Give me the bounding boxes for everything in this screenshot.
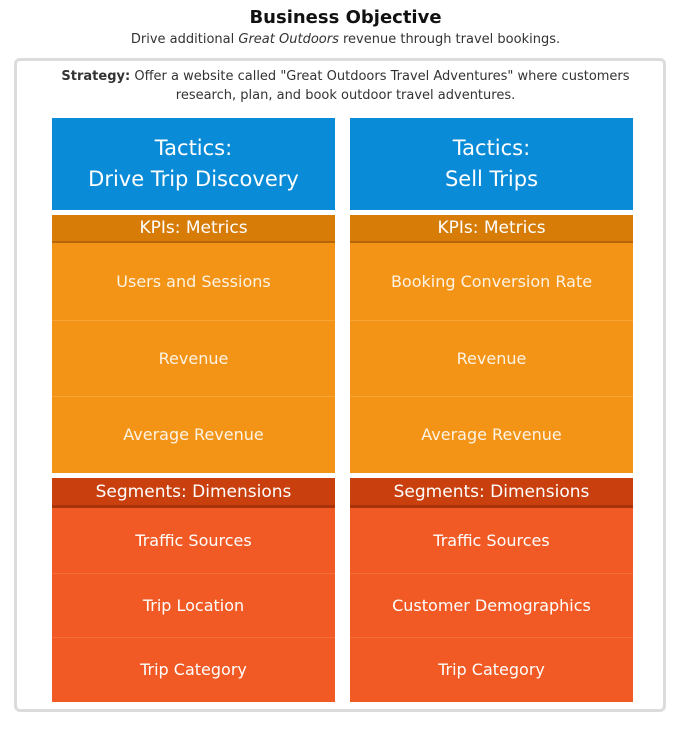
kpi-item: Average Revenue: [350, 396, 633, 473]
segment-item: Trip Location: [52, 572, 335, 638]
segment-header: Segments: Dimensions: [350, 478, 633, 508]
subtitle-text-start: Drive additional: [130, 32, 239, 47]
kpi-item: Revenue: [52, 319, 335, 397]
tactics-box: Tactics: Sell Trips: [350, 118, 633, 210]
segment-header: Segments: Dimensions: [52, 478, 335, 508]
tactics-box: Tactics: Drive Trip Discovery: [52, 118, 335, 210]
kpi-item: Revenue: [350, 319, 633, 397]
strategy-statement: Strategy: Offer a website called "Great …: [40, 67, 651, 105]
tactic-column-sell: Tactics: Sell Trips KPIs: Metrics Bookin…: [350, 118, 633, 702]
segment-item: Customer Demographics: [350, 572, 633, 638]
kpi-header: KPIs: Metrics: [52, 215, 335, 243]
strategy-text: Offer a website called "Great Outdoors T…: [130, 69, 630, 103]
kpi-item: Users and Sessions: [116, 271, 271, 291]
page-subtitle: Drive additional Great Outdoors revenue …: [0, 32, 691, 47]
tactics-name: Sell Trips: [444, 167, 539, 191]
subtitle-text-end: revenue through travel bookings.: [338, 32, 561, 47]
segment-item: Trip Category: [350, 637, 633, 702]
diagram-frame: [14, 58, 666, 712]
kpi-item: Average Revenue: [52, 396, 335, 473]
page-title: Business Objective: [249, 7, 442, 28]
segment-item: Trip Category: [52, 637, 335, 702]
subtitle-brand: Great Outdoors: [238, 32, 339, 47]
segment-list: Traffic Sources Customer Demographics Tr…: [350, 508, 633, 702]
strategy-label: Strategy:: [61, 69, 131, 84]
kpi-list: Booking Conversion Rate Revenue Average …: [350, 243, 633, 473]
kpi-item: Booking Conversion Rate: [390, 271, 593, 291]
segment-item: Traffic Sources: [135, 530, 252, 550]
tactics-label: Tactics:: [452, 136, 531, 160]
segment-item: Traffic Sources: [433, 530, 550, 550]
kpi-list: Users and Sessions Revenue Average Reven…: [52, 243, 335, 473]
tactics-label: Tactics:: [154, 136, 233, 160]
kpi-header: KPIs: Metrics: [350, 215, 633, 243]
tactic-column-discovery: Tactics: Drive Trip Discovery KPIs: Metr…: [52, 118, 335, 702]
segment-list: Traffic Sources Trip Location Trip Categ…: [52, 508, 335, 702]
tactics-name: Drive Trip Discovery: [88, 167, 299, 191]
